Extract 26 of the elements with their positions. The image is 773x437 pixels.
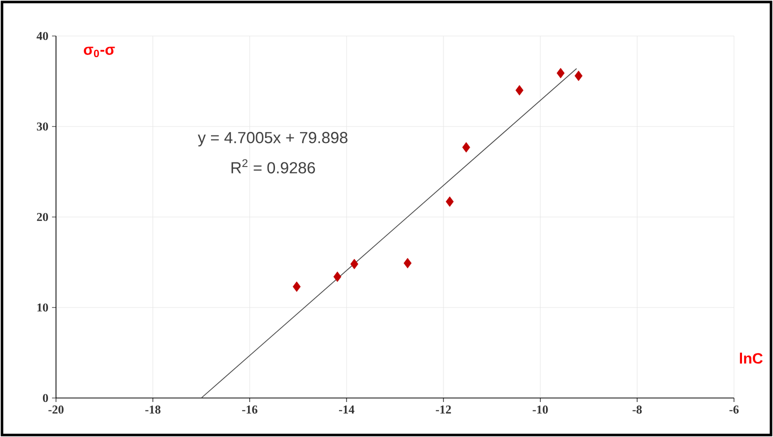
x-tick-label: -16 <box>242 406 258 414</box>
x-tick-label: -20 <box>48 406 64 414</box>
x-tick-label: -8 <box>632 406 642 414</box>
x-tick-label: -12 <box>436 406 451 414</box>
point <box>292 281 301 292</box>
y-tick-label: 40 <box>36 32 48 40</box>
x-tick-label: -10 <box>532 406 548 414</box>
y-tick-label: 10 <box>37 303 48 312</box>
x-tick-label: -6 <box>729 406 739 414</box>
point <box>333 272 342 282</box>
y-tick-label: 30 <box>36 122 48 131</box>
x-tick-label: -18 <box>145 406 160 414</box>
annotation: R$^{2}$ = 0.9286 <box>232 159 315 174</box>
point <box>574 70 582 82</box>
point <box>556 68 565 78</box>
point <box>350 258 358 270</box>
point <box>404 258 412 268</box>
y-tick-label: 0 <box>42 394 48 402</box>
annotation: y = 4.7005x + 79.898 <box>198 132 348 146</box>
y-tick-label: 20 <box>36 212 48 222</box>
point <box>446 196 454 207</box>
point <box>462 142 470 153</box>
y-axis-title: σ$_{0}$-σ <box>84 46 115 58</box>
point <box>516 85 524 96</box>
x-axis-title: lnC <box>740 352 763 364</box>
x-tick-label: -14 <box>339 406 354 414</box>
